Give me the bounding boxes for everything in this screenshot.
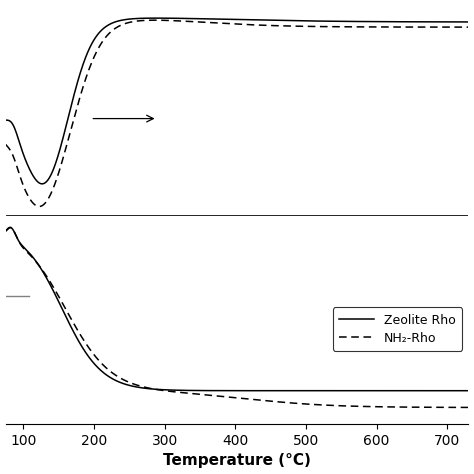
Legend: Zeolite Rho, NH₂-Rho: Zeolite Rho, NH₂-Rho (333, 308, 462, 351)
X-axis label: Temperature (°C): Temperature (°C) (163, 454, 311, 468)
